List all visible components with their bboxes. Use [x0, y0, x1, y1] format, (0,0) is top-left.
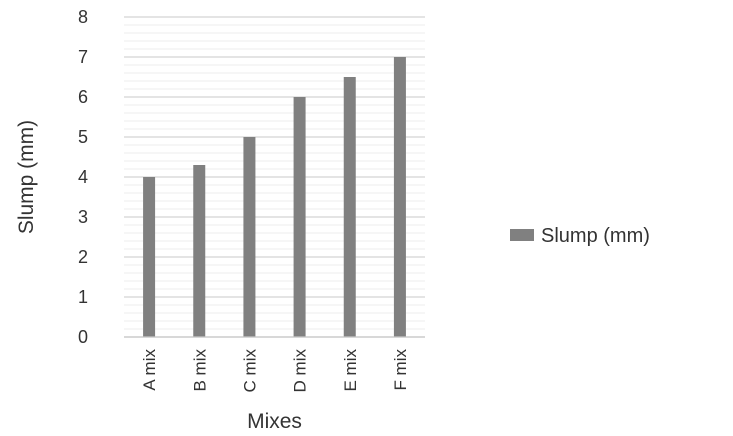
bar	[193, 165, 206, 337]
bars	[143, 57, 406, 337]
x-tick-label: F mix	[391, 349, 410, 391]
bar	[293, 97, 306, 337]
y-axis-title: Slump (mm)	[15, 120, 38, 234]
x-tick-label: A mix	[140, 349, 159, 391]
x-axis-title: Mixes	[247, 410, 302, 433]
bar	[243, 137, 256, 337]
y-tick-label: 4	[78, 167, 88, 187]
x-axis-ticks: A mix B mix C mix D mix E mix F mix	[140, 349, 410, 393]
legend-label: Slump (mm)	[541, 225, 650, 247]
y-axis-ticks: 0 1 2 3 4 5 6 7 8	[78, 7, 88, 347]
x-tick-label: E mix	[341, 349, 360, 392]
bar	[343, 77, 356, 337]
y-tick-label: 1	[78, 287, 88, 307]
y-tick-label: 7	[78, 47, 88, 67]
y-tick-label: 6	[78, 87, 88, 107]
bar	[393, 57, 406, 337]
y-tick-label: 3	[78, 207, 88, 227]
y-tick-label: 2	[78, 247, 88, 267]
y-tick-label: 8	[78, 7, 88, 27]
legend: Slump (mm)	[510, 225, 650, 247]
bar	[143, 177, 156, 337]
legend-swatch	[510, 229, 534, 241]
x-tick-label: B mix	[190, 349, 209, 392]
x-tick-label: C mix	[240, 349, 259, 393]
x-tick-label: D mix	[291, 349, 310, 393]
y-tick-label: 0	[78, 327, 88, 347]
y-tick-label: 5	[78, 127, 88, 147]
gridlines	[124, 16, 425, 338]
